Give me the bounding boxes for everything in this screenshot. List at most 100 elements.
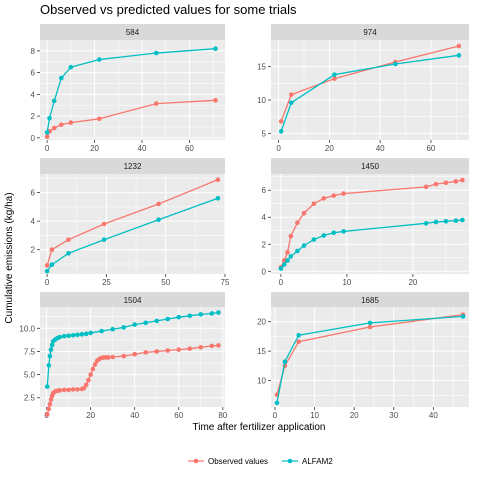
data-point-alfam2 xyxy=(44,130,50,135)
data-point-observed xyxy=(332,76,337,81)
data-point-observed xyxy=(216,343,221,348)
panel-strip xyxy=(271,292,469,308)
data-point-alfam2 xyxy=(332,72,337,77)
data-point-observed xyxy=(154,349,160,354)
y-tick-label: 2.5 xyxy=(24,394,36,403)
series-line-alfam2 xyxy=(46,48,216,133)
y-tick-label: 0 xyxy=(262,267,267,276)
x-tick-label: 0 xyxy=(45,144,50,153)
data-point-alfam2 xyxy=(48,347,54,352)
y-tick-label: 10 xyxy=(257,377,266,386)
x-tick-label: 25 xyxy=(102,278,111,287)
y-tick-label: 2 xyxy=(31,112,36,121)
data-point-observed xyxy=(70,387,76,392)
series-line-observed xyxy=(46,179,219,266)
data-point-observed xyxy=(285,250,290,255)
data-point-observed xyxy=(281,258,287,263)
x-tick-label: 20 xyxy=(408,278,417,287)
data-point-observed xyxy=(156,201,161,207)
data-point-alfam2 xyxy=(96,57,102,62)
data-point-alfam2 xyxy=(44,384,50,389)
data-point-observed xyxy=(68,120,74,125)
data-point-alfam2 xyxy=(59,75,64,81)
y-tick-label: 4 xyxy=(262,213,267,222)
data-point-observed xyxy=(44,412,50,417)
x-tick-label: 10 xyxy=(342,278,351,287)
y-tick-label: 15 xyxy=(257,347,266,356)
data-point-alfam2 xyxy=(341,229,346,234)
legend: Observed values ALFAM2 xyxy=(188,457,333,466)
x-tick-label: 40 xyxy=(376,144,385,153)
data-point-observed xyxy=(295,220,300,225)
data-point-alfam2 xyxy=(110,326,115,332)
data-point-alfam2 xyxy=(282,359,288,365)
y-tick-label: 2 xyxy=(262,240,267,249)
data-point-alfam2 xyxy=(296,332,302,338)
panel-584: 584 0 20 40 60 0 2 4 6 8 xyxy=(31,24,225,153)
data-point-observed xyxy=(165,348,171,353)
panel-strip-label: 584 xyxy=(126,28,140,37)
panel-strip-label: 1504 xyxy=(124,296,142,305)
data-point-observed xyxy=(460,177,465,183)
data-point-observed xyxy=(198,344,204,350)
data-point-alfam2 xyxy=(278,129,284,134)
data-point-alfam2 xyxy=(70,332,76,338)
data-point-alfam2 xyxy=(198,312,204,317)
panel-strip xyxy=(40,24,225,40)
data-point-observed xyxy=(209,343,215,349)
data-point-observed xyxy=(44,263,50,268)
data-point-observed xyxy=(321,196,327,201)
x-tick-label: 30 xyxy=(389,411,398,420)
data-point-alfam2 xyxy=(57,334,63,340)
y-tick-label: 7.5 xyxy=(24,347,36,356)
x-tick-label: 10 xyxy=(310,411,319,420)
data-point-alfam2 xyxy=(46,363,52,368)
y-tick-label: 10 xyxy=(257,96,266,105)
data-point-alfam2 xyxy=(47,353,53,359)
data-point-alfam2 xyxy=(153,50,159,56)
legend-label-predicted: ALFAM2 xyxy=(302,457,333,466)
data-point-observed xyxy=(57,388,63,393)
data-point-observed xyxy=(153,101,159,106)
data-point-observed xyxy=(90,366,96,372)
data-point-alfam2 xyxy=(47,115,52,121)
x-tick-label: 60 xyxy=(174,411,183,420)
data-point-observed xyxy=(121,353,126,359)
data-point-observed xyxy=(453,179,459,184)
data-point-observed xyxy=(423,184,429,190)
chart-title: Observed vs predicted values for some tr… xyxy=(40,2,297,17)
data-point-alfam2 xyxy=(66,250,71,256)
data-point-observed xyxy=(47,401,53,407)
x-tick-label: 60 xyxy=(426,144,435,153)
panel-background xyxy=(40,307,225,407)
data-point-observed xyxy=(110,354,115,360)
panel-strip xyxy=(271,24,469,40)
data-point-alfam2 xyxy=(49,262,55,268)
data-point-observed xyxy=(215,177,221,183)
data-point-observed xyxy=(51,125,57,131)
data-point-alfam2 xyxy=(99,328,104,334)
data-point-observed xyxy=(143,350,149,355)
x-tick-label: 20 xyxy=(86,411,95,420)
data-point-alfam2 xyxy=(187,313,193,319)
data-point-alfam2 xyxy=(101,237,107,243)
data-point-observed xyxy=(289,92,294,97)
y-tick-label: 6 xyxy=(31,189,36,198)
x-tick-label: 40 xyxy=(429,411,438,420)
data-point-observed xyxy=(433,181,439,187)
data-point-observed xyxy=(101,221,107,227)
data-point-alfam2 xyxy=(88,330,93,336)
data-point-alfam2 xyxy=(49,342,55,348)
data-point-alfam2 xyxy=(143,320,149,326)
y-tick-label: 20 xyxy=(257,318,266,327)
panel-background xyxy=(40,40,225,140)
data-point-observed xyxy=(49,247,55,253)
data-point-alfam2 xyxy=(121,325,126,330)
data-point-observed xyxy=(86,377,91,383)
data-point-observed xyxy=(83,382,89,388)
y-tick-label: 6 xyxy=(262,186,267,195)
panel-strip xyxy=(271,158,469,174)
data-point-observed xyxy=(66,387,71,393)
x-tick-label: 75 xyxy=(221,278,230,287)
